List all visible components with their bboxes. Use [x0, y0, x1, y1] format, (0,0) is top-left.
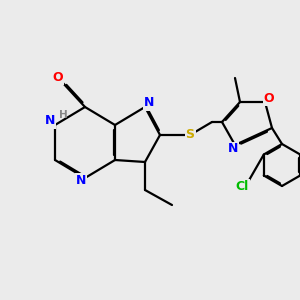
Text: N: N	[76, 173, 86, 187]
Text: N: N	[45, 115, 55, 128]
Text: N: N	[144, 97, 154, 110]
Text: O: O	[53, 71, 63, 85]
Text: Cl: Cl	[236, 179, 249, 193]
Text: H: H	[58, 110, 68, 120]
Text: N: N	[228, 142, 238, 155]
Text: O: O	[264, 92, 274, 104]
Text: S: S	[185, 128, 194, 142]
